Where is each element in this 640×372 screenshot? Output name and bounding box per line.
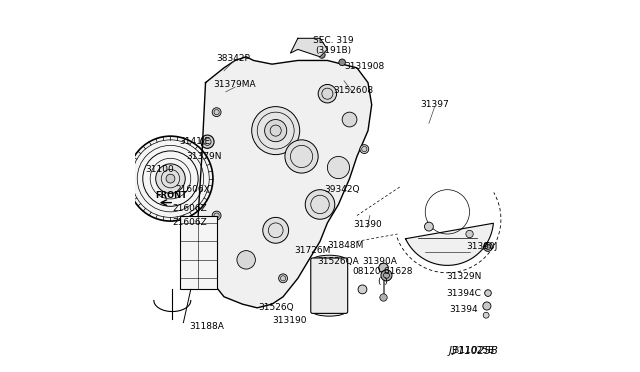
Circle shape bbox=[466, 230, 473, 238]
Circle shape bbox=[278, 274, 287, 283]
Polygon shape bbox=[291, 38, 328, 57]
Circle shape bbox=[166, 174, 175, 183]
Text: 3131908: 3131908 bbox=[344, 61, 385, 71]
Text: 31390: 31390 bbox=[353, 220, 381, 229]
Text: 31390J: 31390J bbox=[467, 243, 498, 251]
Text: FRONT: FRONT bbox=[156, 191, 188, 200]
Text: 313190: 313190 bbox=[273, 316, 307, 325]
Circle shape bbox=[342, 112, 357, 127]
Text: 21606Z: 21606Z bbox=[173, 218, 207, 227]
Text: 31379MA: 31379MA bbox=[214, 80, 257, 89]
Text: 31379N: 31379N bbox=[186, 152, 221, 161]
Circle shape bbox=[252, 107, 300, 155]
Text: 31726M: 31726M bbox=[294, 246, 331, 255]
FancyBboxPatch shape bbox=[311, 258, 348, 313]
Text: 31848M: 31848M bbox=[328, 241, 364, 250]
Text: 3152608: 3152608 bbox=[333, 86, 373, 94]
Circle shape bbox=[380, 294, 387, 301]
Text: 31394: 31394 bbox=[450, 305, 478, 314]
Circle shape bbox=[483, 312, 489, 318]
Circle shape bbox=[264, 119, 287, 142]
Circle shape bbox=[358, 285, 367, 294]
Circle shape bbox=[303, 43, 312, 52]
Bar bbox=[180, 215, 216, 289]
Circle shape bbox=[212, 108, 221, 116]
Text: J311025B: J311025B bbox=[448, 346, 498, 356]
Text: 3141JE: 3141JE bbox=[179, 137, 210, 146]
Ellipse shape bbox=[312, 307, 346, 316]
Circle shape bbox=[334, 274, 343, 283]
Circle shape bbox=[424, 222, 433, 231]
Text: 31329N: 31329N bbox=[446, 272, 482, 281]
Circle shape bbox=[128, 136, 213, 221]
Circle shape bbox=[285, 140, 318, 173]
Circle shape bbox=[305, 190, 335, 219]
Circle shape bbox=[484, 290, 492, 296]
Circle shape bbox=[212, 211, 221, 220]
Circle shape bbox=[360, 145, 369, 154]
Text: J311025B: J311025B bbox=[452, 346, 495, 355]
Text: 31100: 31100 bbox=[145, 165, 174, 174]
Circle shape bbox=[339, 59, 346, 65]
Circle shape bbox=[484, 243, 492, 251]
Circle shape bbox=[237, 251, 255, 269]
Text: 31390A: 31390A bbox=[362, 257, 397, 266]
Circle shape bbox=[328, 157, 349, 179]
Text: 21606Z: 21606Z bbox=[173, 203, 207, 213]
Text: 39342Q: 39342Q bbox=[324, 185, 360, 194]
Circle shape bbox=[156, 164, 185, 193]
Circle shape bbox=[318, 84, 337, 103]
Text: 31394C: 31394C bbox=[447, 289, 481, 298]
Circle shape bbox=[379, 263, 388, 273]
Text: 31526Q: 31526Q bbox=[259, 303, 294, 312]
Circle shape bbox=[319, 52, 325, 58]
Circle shape bbox=[483, 302, 491, 310]
Text: 31526QA: 31526QA bbox=[317, 257, 358, 266]
Text: 08120-61628
( ): 08120-61628 ( ) bbox=[353, 267, 413, 286]
Circle shape bbox=[201, 135, 214, 148]
Text: 31188A: 31188A bbox=[189, 322, 224, 331]
Polygon shape bbox=[406, 223, 493, 265]
Text: 31397: 31397 bbox=[420, 100, 449, 109]
Circle shape bbox=[263, 217, 289, 243]
Ellipse shape bbox=[312, 255, 346, 264]
Circle shape bbox=[381, 270, 392, 281]
Text: SEC. 319
(3191B): SEC. 319 (3191B) bbox=[312, 36, 353, 55]
Polygon shape bbox=[198, 57, 372, 308]
Text: 21606X: 21606X bbox=[175, 185, 210, 194]
Text: 38342P: 38342P bbox=[216, 54, 250, 63]
